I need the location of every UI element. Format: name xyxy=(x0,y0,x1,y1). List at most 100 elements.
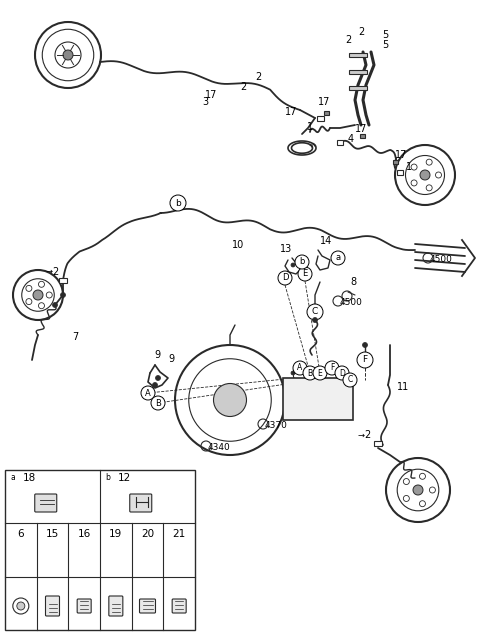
Text: 13: 13 xyxy=(280,244,292,254)
Circle shape xyxy=(357,352,373,368)
Text: 2: 2 xyxy=(240,82,246,92)
Circle shape xyxy=(307,304,323,320)
Text: 2: 2 xyxy=(52,267,58,277)
Text: 17: 17 xyxy=(395,150,408,160)
Bar xyxy=(349,53,367,57)
Bar xyxy=(5,470,195,630)
Bar xyxy=(393,160,397,164)
Text: 4500: 4500 xyxy=(340,298,363,307)
Circle shape xyxy=(46,292,52,298)
Text: 12: 12 xyxy=(118,473,131,483)
Circle shape xyxy=(321,371,325,375)
FancyBboxPatch shape xyxy=(140,599,156,613)
Circle shape xyxy=(312,317,317,322)
Circle shape xyxy=(325,361,339,375)
Bar xyxy=(349,86,367,90)
Text: A: A xyxy=(298,364,302,373)
Text: C: C xyxy=(348,375,353,385)
Circle shape xyxy=(343,373,357,387)
Text: B: B xyxy=(155,399,161,408)
Bar xyxy=(374,441,382,445)
Text: b: b xyxy=(300,257,305,266)
Text: 16: 16 xyxy=(78,529,91,539)
Text: F: F xyxy=(362,355,368,364)
FancyBboxPatch shape xyxy=(109,596,123,616)
Text: b: b xyxy=(175,199,181,208)
Text: 5: 5 xyxy=(382,40,388,50)
Circle shape xyxy=(291,371,295,375)
Text: 2: 2 xyxy=(358,27,364,37)
Circle shape xyxy=(102,472,114,484)
Text: →: → xyxy=(46,267,53,276)
Circle shape xyxy=(26,299,32,304)
Bar xyxy=(59,278,67,282)
Text: b: b xyxy=(106,473,110,482)
Circle shape xyxy=(306,371,310,375)
Circle shape xyxy=(313,366,327,380)
Bar xyxy=(324,111,328,115)
Text: a: a xyxy=(336,254,341,262)
Text: 5: 5 xyxy=(382,30,388,40)
Circle shape xyxy=(7,472,19,484)
Text: B: B xyxy=(307,368,312,378)
Circle shape xyxy=(298,267,312,281)
Circle shape xyxy=(151,396,165,410)
Circle shape xyxy=(278,271,292,285)
Circle shape xyxy=(420,170,430,180)
Bar xyxy=(283,378,353,420)
Text: 15: 15 xyxy=(46,529,59,539)
Text: 10: 10 xyxy=(232,240,244,250)
Text: 20: 20 xyxy=(141,529,154,539)
Text: 17: 17 xyxy=(355,124,367,134)
Circle shape xyxy=(303,366,317,380)
Circle shape xyxy=(214,383,247,417)
Bar xyxy=(349,70,367,74)
Circle shape xyxy=(331,251,345,265)
Text: D: D xyxy=(282,273,288,282)
Text: 11: 11 xyxy=(397,382,409,392)
Circle shape xyxy=(403,478,409,485)
Text: 3: 3 xyxy=(202,97,208,107)
Text: 17: 17 xyxy=(318,97,330,107)
Circle shape xyxy=(293,361,307,375)
Circle shape xyxy=(141,386,155,400)
Text: 17: 17 xyxy=(205,90,217,100)
Circle shape xyxy=(420,501,425,506)
Text: 4370: 4370 xyxy=(265,421,288,430)
Text: 1: 1 xyxy=(406,162,412,172)
Circle shape xyxy=(38,303,45,309)
Text: a: a xyxy=(11,473,15,482)
FancyBboxPatch shape xyxy=(35,494,57,512)
Text: 4: 4 xyxy=(348,134,354,144)
Text: 2: 2 xyxy=(255,72,261,82)
Circle shape xyxy=(295,255,309,269)
Circle shape xyxy=(413,485,423,495)
FancyBboxPatch shape xyxy=(172,599,186,613)
Bar xyxy=(397,169,403,175)
Circle shape xyxy=(26,285,32,291)
Circle shape xyxy=(156,375,160,380)
Circle shape xyxy=(291,263,295,267)
Text: 2: 2 xyxy=(364,430,370,440)
Text: D: D xyxy=(339,368,345,378)
Text: 19: 19 xyxy=(109,529,122,539)
Circle shape xyxy=(335,366,349,380)
Circle shape xyxy=(336,371,340,375)
Circle shape xyxy=(170,195,186,211)
Text: 9: 9 xyxy=(168,354,174,364)
Bar xyxy=(316,115,324,120)
Text: 8: 8 xyxy=(350,277,356,287)
Text: E: E xyxy=(302,269,308,278)
Text: C: C xyxy=(312,308,318,317)
FancyBboxPatch shape xyxy=(130,494,152,512)
Text: E: E xyxy=(318,368,323,378)
Text: 4340: 4340 xyxy=(208,443,231,452)
Circle shape xyxy=(430,487,435,493)
Text: 17: 17 xyxy=(285,107,298,117)
Text: 1: 1 xyxy=(307,122,313,132)
Circle shape xyxy=(420,473,425,479)
FancyBboxPatch shape xyxy=(46,596,60,616)
Circle shape xyxy=(411,180,417,186)
Text: 9: 9 xyxy=(154,350,160,360)
Circle shape xyxy=(426,159,432,165)
